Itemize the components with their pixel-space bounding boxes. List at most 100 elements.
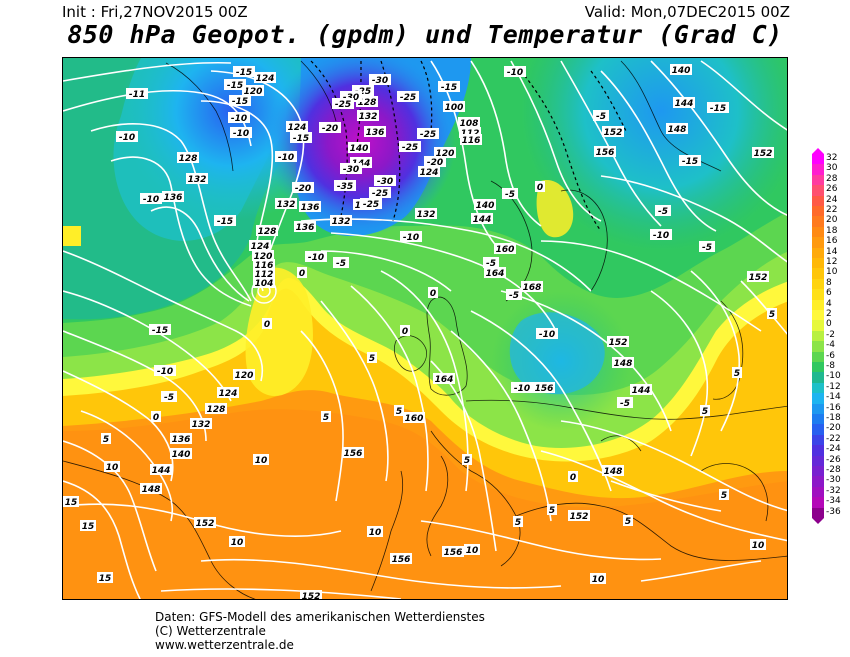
svg-text:-10: -10	[233, 129, 249, 139]
temperature-label: -20	[319, 122, 341, 134]
temperature-label: 0	[151, 411, 161, 423]
temperature-label: 10	[590, 573, 606, 585]
svg-text:-15: -15	[227, 81, 243, 91]
geopotential-label: 128	[356, 96, 378, 108]
legend-swatch	[812, 403, 824, 415]
geopotential-label: 124	[254, 72, 276, 84]
svg-text:152: 152	[196, 519, 215, 529]
svg-text:0: 0	[264, 320, 270, 330]
legend-label: -22	[826, 433, 841, 444]
legend-label: -12	[826, 381, 841, 392]
svg-text:132: 132	[192, 420, 211, 430]
svg-text:-20: -20	[427, 158, 443, 168]
temperature-label: 0	[262, 318, 272, 330]
svg-text:-15: -15	[232, 97, 248, 107]
svg-text:168: 168	[523, 283, 542, 293]
geopotential-label: 100	[443, 101, 465, 113]
website-link[interactable]: www.wetterzentrale.de	[155, 638, 294, 652]
svg-text:164: 164	[435, 375, 454, 385]
legend-swatch	[812, 351, 824, 363]
temperature-label: 5	[700, 405, 710, 417]
legend-swatch	[812, 393, 824, 404]
legend-label: 22	[826, 205, 838, 215]
legend-label: -32	[826, 485, 841, 496]
geopotential-label: 156	[390, 553, 412, 565]
legend-label: 28	[826, 173, 838, 184]
init-time: Init : Fri,27NOV2015 00Z	[62, 3, 248, 21]
svg-text:152: 152	[604, 128, 623, 138]
geopotential-label: 116	[253, 259, 275, 271]
svg-text:136: 136	[296, 223, 315, 233]
svg-text:10: 10	[106, 463, 119, 473]
temperature-label: -11	[126, 88, 148, 100]
temperature-label: -5	[333, 257, 349, 269]
geopotential-label: 136	[162, 191, 184, 203]
svg-text:144: 144	[675, 99, 694, 109]
temperature-label: -10	[154, 365, 176, 377]
geopotential-label: 152	[602, 126, 624, 138]
temperature-label: -15	[229, 95, 251, 107]
legend-swatch	[812, 206, 824, 217]
geopotential-label: 128	[205, 403, 227, 415]
legend-swatch	[812, 164, 824, 175]
temperature-label: 5	[367, 352, 377, 364]
geopotential-label: 116	[460, 134, 482, 146]
svg-text:148: 148	[668, 125, 687, 135]
temperature-label: 5	[321, 411, 331, 423]
svg-text:-20: -20	[295, 184, 311, 194]
temperature-label: -10	[275, 151, 297, 163]
legend-label: 20	[826, 215, 838, 226]
svg-text:-15: -15	[152, 326, 168, 336]
svg-text:112: 112	[255, 270, 274, 280]
svg-text:128: 128	[207, 405, 226, 415]
svg-text:132: 132	[188, 175, 207, 185]
svg-text:152: 152	[749, 273, 768, 283]
geopotential-label: 132	[190, 418, 212, 430]
svg-text:-10: -10	[308, 253, 324, 263]
geopotential-label: 160	[494, 243, 516, 255]
geopotential-label: 120	[434, 147, 456, 159]
temperature-label: 10	[464, 544, 480, 556]
legend-label: 32	[826, 153, 838, 163]
legend-entry: 6	[812, 288, 850, 300]
geopotential-label: 156	[594, 146, 616, 158]
svg-text:104: 104	[255, 279, 274, 289]
geopotential-label: 144	[673, 97, 695, 109]
legend-bottom-arrow	[812, 518, 824, 524]
svg-text:132: 132	[359, 112, 378, 122]
svg-text:5: 5	[549, 506, 555, 516]
geopotential-label: 160	[403, 412, 425, 424]
svg-text:148: 148	[614, 359, 633, 369]
temperature-label: -5	[161, 391, 177, 403]
legend-entry: 8	[812, 278, 850, 290]
temperature-label: 15	[97, 572, 113, 584]
geopotential-label: 152	[194, 517, 216, 529]
svg-text:5: 5	[396, 407, 402, 417]
legend-swatch	[812, 466, 824, 477]
legend-top-arrow	[812, 148, 824, 154]
legend-swatch	[812, 247, 824, 259]
temperature-label: 0	[568, 471, 578, 483]
geopotential-label: 136	[170, 433, 192, 445]
svg-text:100: 100	[445, 103, 464, 113]
svg-text:-15: -15	[236, 68, 252, 78]
svg-text:-5: -5	[486, 259, 496, 269]
legend-swatch	[812, 330, 824, 342]
legend-entry: -2	[812, 330, 850, 342]
legend-label: -28	[826, 465, 841, 475]
geopotential-label: 120	[242, 85, 264, 97]
svg-text:0: 0	[299, 269, 305, 279]
geopotential-label: 148	[602, 465, 624, 477]
geopotential-label: 132	[415, 208, 437, 220]
legend-swatch	[812, 341, 824, 352]
map-title: 850 hPa Geopot. (gpdm) und Temperatur (G…	[67, 20, 783, 49]
svg-text:-5: -5	[596, 112, 606, 122]
legend-entry: 32	[812, 153, 850, 165]
temperature-label: -25	[417, 128, 439, 140]
svg-text:156: 156	[392, 555, 411, 565]
geopotential-label: 140	[474, 199, 496, 211]
svg-text:10: 10	[466, 546, 479, 556]
temperature-label: -5	[483, 257, 499, 269]
svg-text:-20: -20	[322, 124, 338, 134]
svg-text:-10: -10	[157, 367, 173, 377]
